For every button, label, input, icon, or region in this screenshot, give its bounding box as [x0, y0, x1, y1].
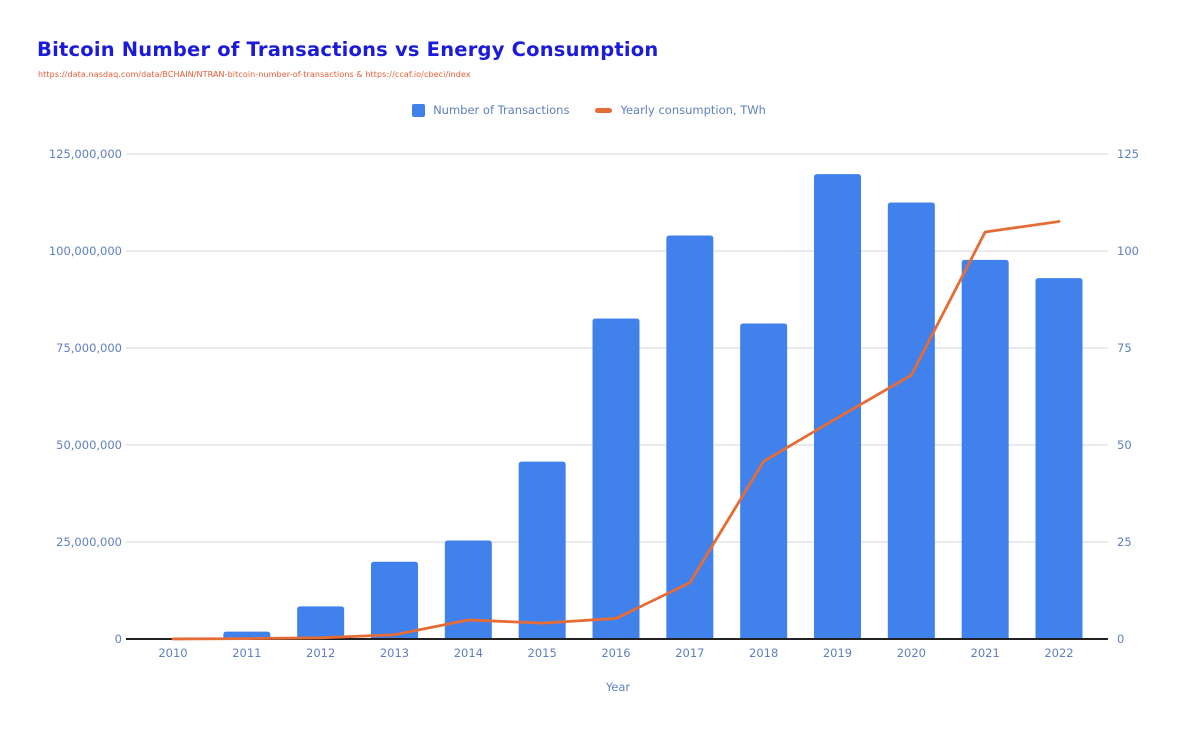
- x-axis-tick-label: 2015: [528, 646, 557, 660]
- y-axis-left-tick-label: 100,000,000: [49, 244, 122, 258]
- x-axis-tick-label: 2012: [306, 646, 335, 660]
- y-axis-left-tick-label: 25,000,000: [56, 535, 122, 549]
- bar-2021: [961, 259, 1009, 639]
- y-axis-right-tick-label: 100: [1117, 244, 1139, 258]
- chart-source-links: https://data.nasdaq.com/data/BCHAIN/NTRA…: [38, 70, 471, 79]
- x-axis-tick-label: 2013: [380, 646, 409, 660]
- y-axis-right-tick-label: 0: [1117, 632, 1124, 646]
- y-axis-right-tick-label: 75: [1117, 341, 1132, 355]
- y-axis-right-tick-label: 25: [1117, 535, 1132, 549]
- x-axis-title: Year: [605, 680, 631, 694]
- x-axis-tick-label: 2020: [897, 646, 926, 660]
- chart-title: Bitcoin Number of Transactions vs Energy…: [37, 38, 659, 61]
- chart-legend: Number of Transactions Yearly consumptio…: [0, 103, 1178, 117]
- y-axis-left-tick-label: 75,000,000: [56, 341, 122, 355]
- consumption-line: [171, 220, 1061, 641]
- x-axis-tick-label: 2021: [971, 646, 1000, 660]
- x-axis-tick-label: 2016: [601, 646, 630, 660]
- y-axis-right-tick-label: 50: [1117, 438, 1132, 452]
- x-axis-tick-label: 2018: [749, 646, 778, 660]
- bar-2022: [1035, 278, 1083, 639]
- x-axis-tick-label: 2017: [675, 646, 704, 660]
- bar-2016: [592, 318, 640, 639]
- legend-item-transactions: Number of Transactions: [412, 103, 569, 117]
- x-axis-tick-label: 2022: [1044, 646, 1073, 660]
- bar-2012: [297, 606, 345, 639]
- x-axis-tick-label: 2019: [823, 646, 852, 660]
- legend-item-consumption: Yearly consumption, TWh: [595, 103, 766, 117]
- line-series-swatch-icon: [595, 107, 613, 113]
- bar-series-swatch-icon: [412, 103, 426, 117]
- legend-label-transactions: Number of Transactions: [433, 103, 570, 117]
- y-axis-right-tick-label: 125: [1117, 147, 1139, 161]
- y-axis-left-tick-label: 125,000,000: [49, 147, 122, 161]
- bar-2015: [518, 461, 566, 639]
- y-axis-left-tick-label: 0: [115, 632, 122, 646]
- bar-2017: [666, 235, 714, 640]
- bar-2014: [444, 540, 492, 639]
- y-axis-left-tick-label: 50,000,000: [56, 438, 122, 452]
- bar-2013: [371, 561, 418, 639]
- x-axis-tick-label: 2010: [158, 646, 187, 660]
- bar-2020: [887, 202, 935, 639]
- bar-2018: [740, 323, 788, 639]
- x-axis-tick-label: 2011: [232, 646, 261, 660]
- legend-label-consumption: Yearly consumption, TWh: [620, 103, 766, 117]
- x-axis-tick-label: 2014: [454, 646, 483, 660]
- bar-2019: [814, 174, 861, 639]
